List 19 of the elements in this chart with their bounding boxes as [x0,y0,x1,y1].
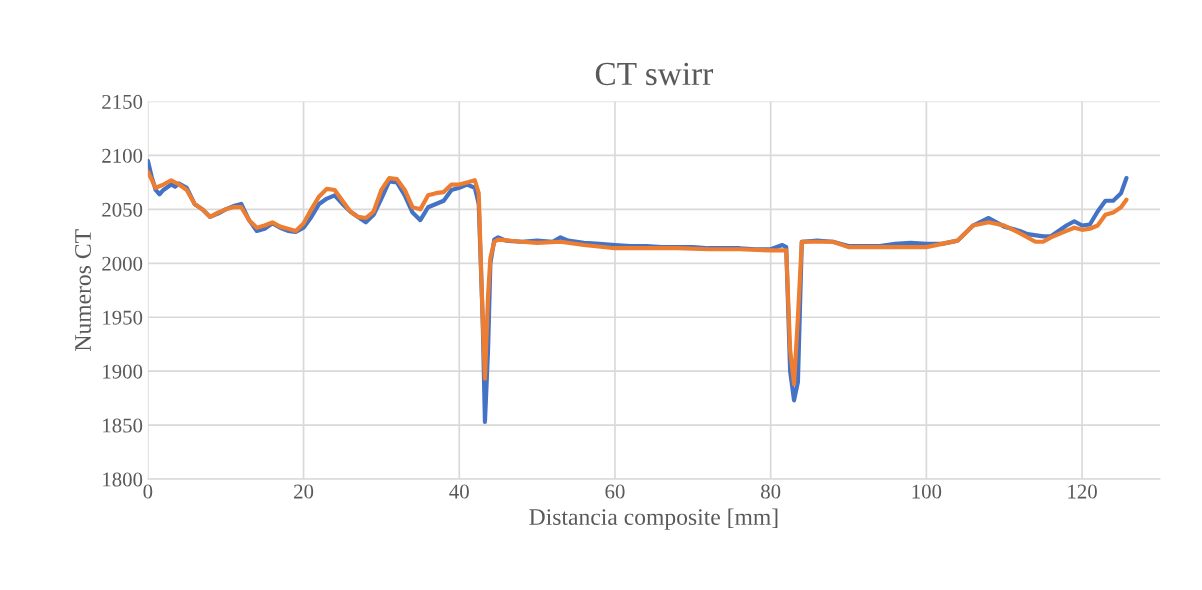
x-tick-label: 100 [912,484,942,499]
y-tick-label: 2150 [102,94,143,109]
x-axis-title: Distancia composite [mm] [529,508,778,530]
x-tick-label: 40 [449,484,469,499]
x-tick-label: 80 [761,484,781,499]
y-tick-label: 2050 [102,202,143,217]
y-tick-label: 1950 [103,310,143,325]
x-tick-label: 60 [605,484,625,499]
y-tick-label: 2000 [102,256,143,271]
y-tick-label: 1900 [103,364,143,379]
x-tick-label: 120 [1068,484,1097,499]
y-tick-label: 1850 [103,418,143,433]
line-series [147,169,1129,387]
y-axis-title: Numeros CT [75,229,91,351]
x-tick-label: 0 [143,484,153,499]
y-tick-label: 2100 [102,148,143,163]
y-tick-label: 1800 [103,472,143,487]
x-tick-label: 20 [294,484,314,499]
chart-title: CT swirr [595,62,714,86]
